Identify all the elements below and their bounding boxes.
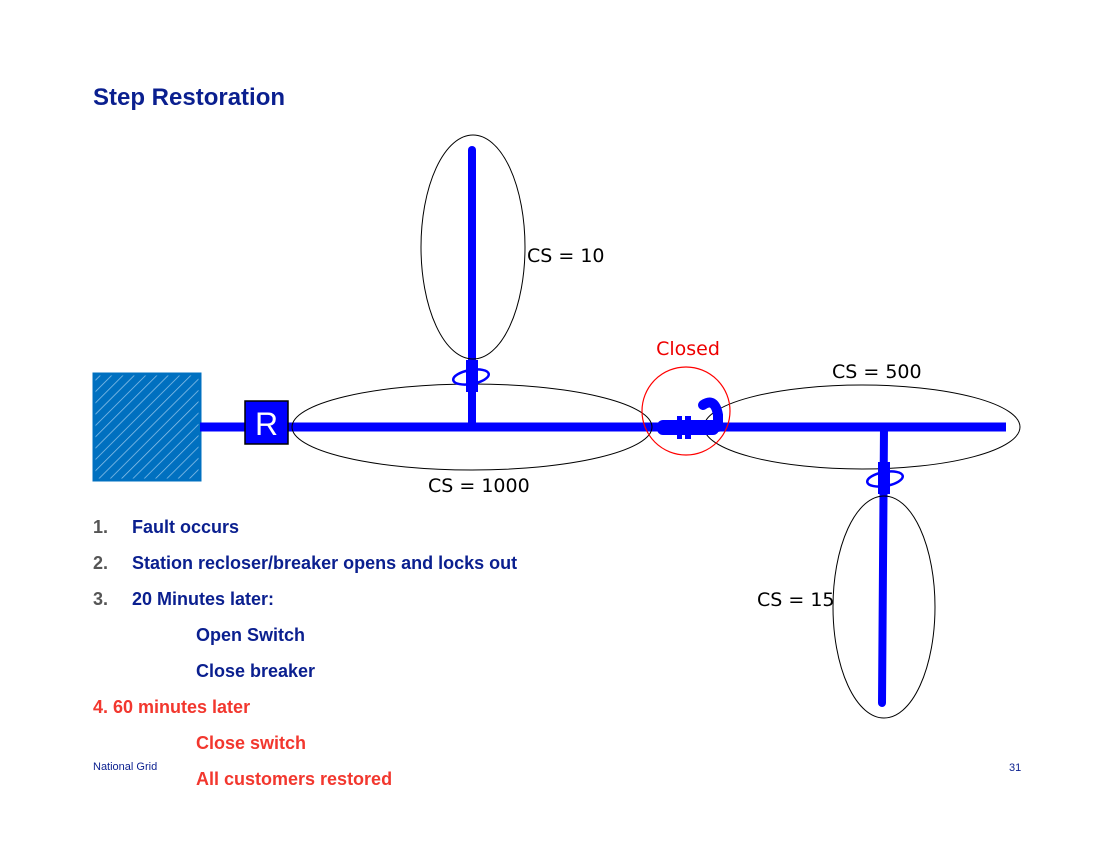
- zone-cs15: [832, 495, 936, 719]
- slide-title: Step Restoration: [93, 84, 286, 111]
- substep-text: Close switch: [196, 733, 307, 753]
- closed-highlight-circle: [641, 366, 731, 456]
- fuse-bottom: [865, 462, 905, 494]
- footer-company: National Grid: [93, 761, 158, 773]
- page-number: 31: [1009, 762, 1022, 774]
- step-text: Fault occurs: [132, 517, 240, 537]
- step-number: 2.: [93, 553, 109, 573]
- cs1000-label: CS = 1000: [428, 475, 530, 497]
- cs10-label: CS = 10: [527, 245, 605, 267]
- step-number: 3.: [93, 589, 109, 609]
- step-number: 1.: [93, 517, 109, 537]
- step-text: 20 Minutes later:: [132, 589, 275, 609]
- closed-label: Closed: [656, 338, 720, 360]
- substep-text: Open Switch: [196, 625, 306, 645]
- recloser-label: R: [255, 406, 278, 442]
- substep-text: All customers restored: [196, 769, 393, 789]
- fuse-top: [451, 360, 491, 392]
- step-text: Station recloser/breaker opens and locks…: [132, 553, 518, 573]
- substep-text: Close breaker: [196, 661, 316, 681]
- closed-switch: [657, 397, 723, 439]
- recloser: R: [244, 400, 289, 445]
- zone-cs10: [420, 134, 526, 360]
- step-4-text: 4. 60 minutes later: [93, 697, 251, 717]
- substation: [92, 372, 202, 482]
- cs500-label: CS = 500: [832, 361, 922, 383]
- cs15-label: CS = 15: [757, 589, 835, 611]
